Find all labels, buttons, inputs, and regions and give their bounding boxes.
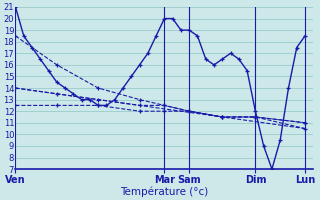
X-axis label: Température (°c): Température (°c) (120, 186, 209, 197)
